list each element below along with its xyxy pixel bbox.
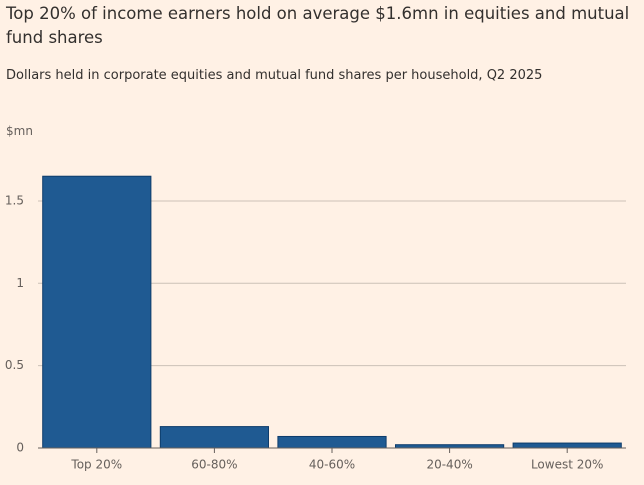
bar (277, 435, 387, 449)
y-axis-label: $mn (6, 124, 33, 138)
bar (512, 442, 622, 449)
chart-subtitle: Dollars held in corporate equities and m… (6, 68, 543, 83)
x-tick-label: Lowest 20% (531, 458, 603, 472)
x-tick-label: 40-60% (309, 458, 355, 472)
bar (42, 175, 152, 449)
x-tick-label: 60-80% (191, 458, 237, 472)
chart-title: Top 20% of income earners hold on averag… (6, 4, 630, 47)
y-tick-label: 0 (16, 441, 24, 455)
y-tick-label: 1 (16, 276, 24, 290)
bar (159, 426, 269, 449)
x-tick-label: Top 20% (70, 458, 122, 472)
y-tick-label: 1.5 (5, 193, 24, 207)
y-tick-label: 0.5 (5, 358, 24, 372)
x-tick-label: 20-40% (426, 458, 472, 472)
